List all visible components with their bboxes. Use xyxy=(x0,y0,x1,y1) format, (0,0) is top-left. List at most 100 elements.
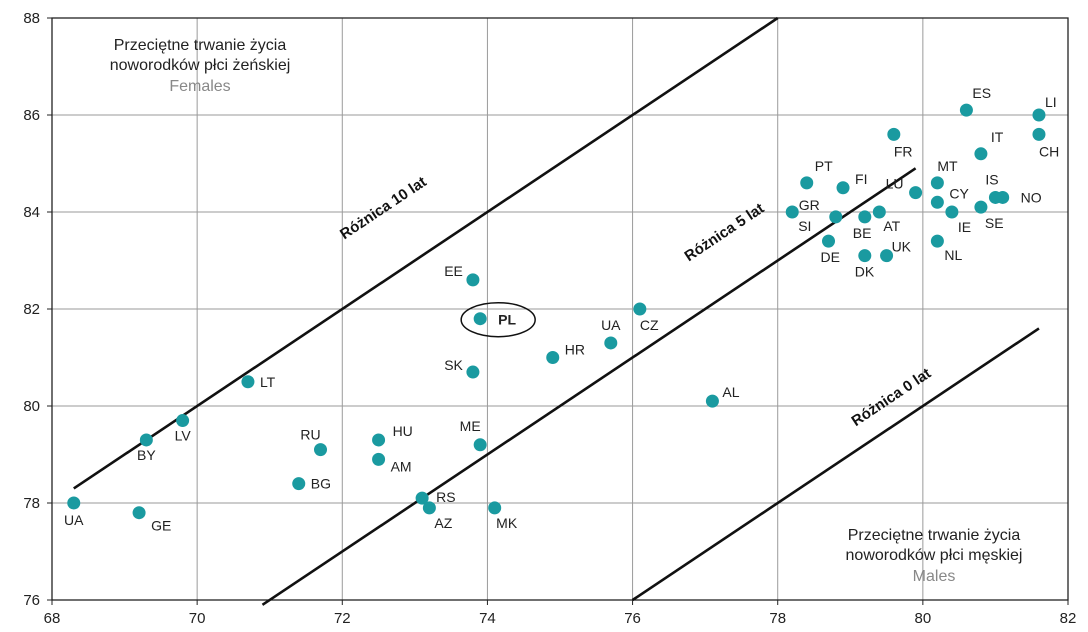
reference-lines: Różnica 10 lat Różnica 5 lat Różnica 0 lat xyxy=(73,16,1040,606)
x-tick-label: 76 xyxy=(624,610,641,627)
point-no xyxy=(996,190,1010,204)
point-ua xyxy=(67,496,81,510)
x-tick-label: 82 xyxy=(1060,610,1077,627)
point-es xyxy=(959,103,973,117)
reference-line xyxy=(261,167,917,606)
point-me xyxy=(473,438,487,452)
point-label: BE xyxy=(853,225,872,241)
point-ch xyxy=(1032,127,1046,141)
point-label: UA xyxy=(601,317,621,333)
data-points: UA GE BY LV LT BG RU HU AM RS AZ EE SK PL ME MK HR UA CZ AL… xyxy=(64,85,1059,534)
point-label: GR xyxy=(799,197,820,213)
y-axis-title-line2: noworodków płci żeńskiej xyxy=(110,57,291,74)
point-label: RS xyxy=(436,489,455,505)
point-label: AM xyxy=(391,458,412,474)
point-label: AT xyxy=(883,218,900,234)
point-dk xyxy=(858,249,872,263)
y-tick-label: 82 xyxy=(23,301,40,318)
point-ie xyxy=(945,205,959,219)
point-label: RU xyxy=(300,427,320,443)
point-label: DK xyxy=(855,264,875,280)
point-gr xyxy=(829,210,843,224)
point-label: IS xyxy=(985,171,998,187)
point-label: HR xyxy=(565,342,585,358)
y-tick-label: 88 xyxy=(23,10,40,27)
reference-line-label: Różnica 0 lat xyxy=(848,365,934,430)
point-ru xyxy=(314,443,328,457)
point-label: BY xyxy=(137,447,156,463)
reference-line-label: Różnica 5 lat xyxy=(682,200,768,265)
point-label: HU xyxy=(393,423,413,439)
point-se xyxy=(974,200,988,214)
gridlines xyxy=(52,18,1068,600)
x-axis-title-line1: Przeciętne trwanie życia xyxy=(848,527,1021,544)
point-label: SE xyxy=(985,215,1004,231)
point-label: IE xyxy=(958,219,971,235)
point-label: LV xyxy=(175,428,192,444)
point-label: ES xyxy=(972,85,991,101)
point-by xyxy=(139,433,153,447)
x-tick-label: 80 xyxy=(915,610,932,627)
point-uk xyxy=(880,249,894,263)
y-tick-label: 76 xyxy=(23,592,40,609)
point-mt xyxy=(930,176,944,190)
point-cz xyxy=(633,302,647,316)
point-label: SI xyxy=(798,218,811,234)
point-label: MK xyxy=(496,515,518,531)
point-li xyxy=(1032,108,1046,122)
point-label: LU xyxy=(886,176,904,192)
point-at xyxy=(872,205,886,219)
point-label: NL xyxy=(944,247,962,263)
point-fi xyxy=(836,181,850,195)
point-ua xyxy=(604,336,618,350)
point-label: AZ xyxy=(434,515,452,531)
point-mk xyxy=(488,501,502,515)
x-tick-label: 74 xyxy=(479,610,496,627)
point-label: MT xyxy=(937,158,958,174)
point-label: BG xyxy=(311,476,331,492)
point-lt xyxy=(241,375,255,389)
point-it xyxy=(974,147,988,161)
y-tick-label: 80 xyxy=(23,398,40,415)
point-label: FR xyxy=(894,143,913,159)
point-ge xyxy=(132,506,146,520)
point-label: EE xyxy=(444,263,463,279)
point-label: PL xyxy=(498,312,516,328)
x-tick-label: 72 xyxy=(334,610,351,627)
point-am xyxy=(372,452,386,466)
point-sk xyxy=(466,365,480,379)
point-bg xyxy=(292,477,306,491)
y-tick-label: 86 xyxy=(23,107,40,124)
point-label: PT xyxy=(815,158,833,174)
point-label: CZ xyxy=(640,317,659,333)
point-be xyxy=(858,210,872,224)
point-label: UK xyxy=(892,239,912,255)
point-label: FI xyxy=(855,171,867,187)
y-tick-label: 84 xyxy=(23,204,40,221)
point-label: ME xyxy=(460,418,481,434)
x-axis-title-line2: noworodków płci męskiej xyxy=(846,547,1023,564)
point-label: CH xyxy=(1039,143,1059,159)
point-label: IT xyxy=(991,129,1004,145)
point-label: UA xyxy=(64,512,84,528)
x-tick-label: 68 xyxy=(44,610,61,627)
point-rs xyxy=(415,491,429,505)
highlight-ellipse xyxy=(460,301,536,338)
point-label: NO xyxy=(1021,189,1042,205)
point-al xyxy=(705,394,719,408)
point-label: GE xyxy=(151,518,171,534)
point-label: SK xyxy=(444,357,463,373)
point-label: LT xyxy=(260,374,276,390)
y-tick-label: 78 xyxy=(23,495,40,512)
reference-line xyxy=(73,16,779,490)
point-nl xyxy=(930,234,944,248)
point-de xyxy=(822,234,836,248)
point-hu xyxy=(372,433,386,447)
point-lv xyxy=(176,414,190,428)
x-tick-label: 78 xyxy=(769,610,786,627)
point-lu xyxy=(909,186,923,200)
x-axis-subtitle: Males xyxy=(913,568,956,585)
reference-line xyxy=(631,327,1040,602)
point-label: AL xyxy=(722,384,739,400)
